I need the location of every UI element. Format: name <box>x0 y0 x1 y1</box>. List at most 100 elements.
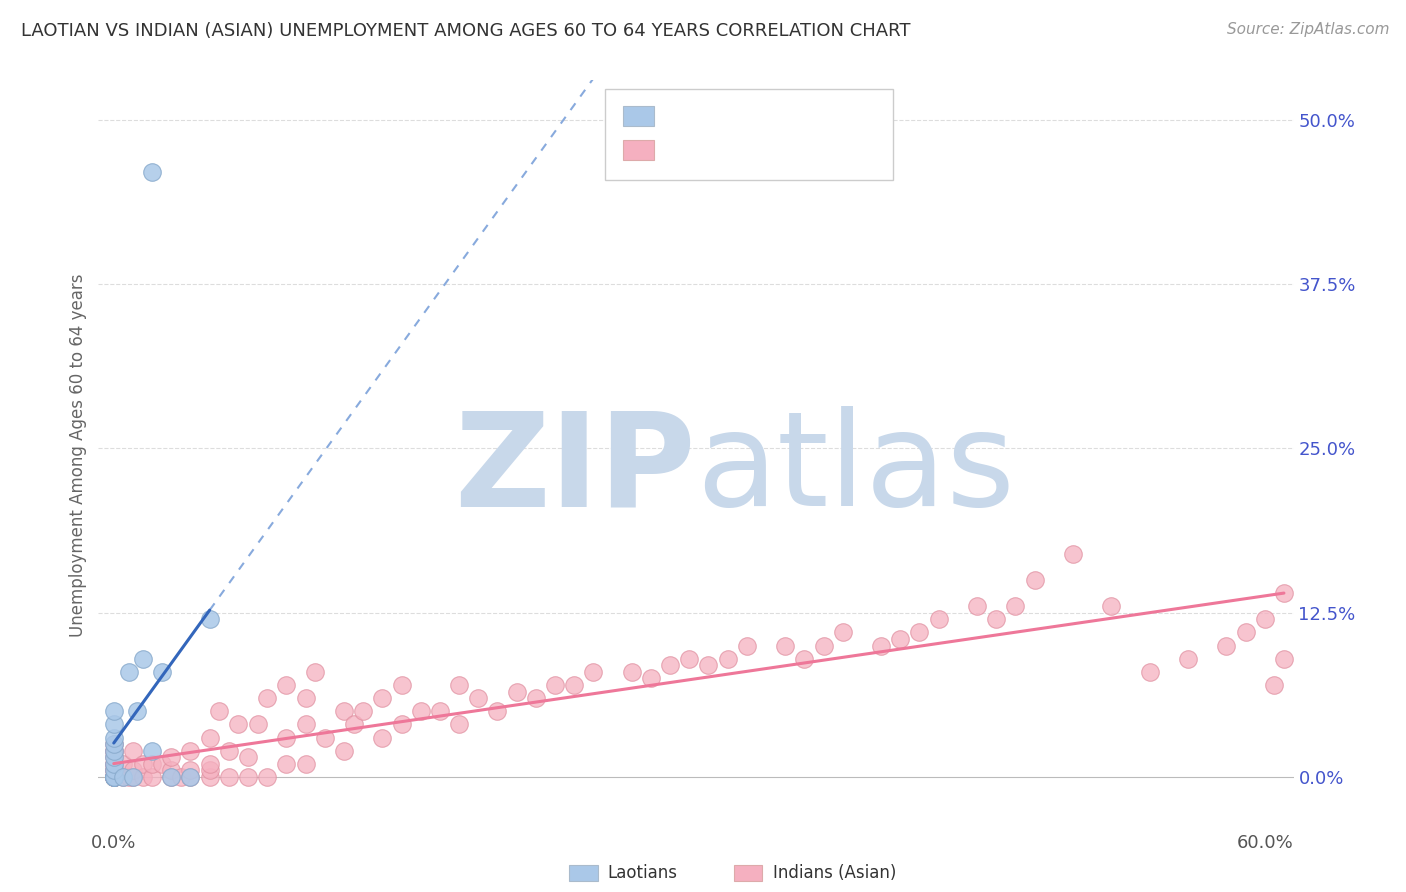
Point <box>371 731 394 745</box>
Text: R =: R = <box>662 107 702 125</box>
Point <box>236 750 259 764</box>
Point <box>198 612 221 626</box>
Point <box>160 764 183 778</box>
Point <box>103 756 125 771</box>
Point <box>131 756 153 771</box>
Point <box>103 770 125 784</box>
Point <box>103 770 125 784</box>
Point <box>103 737 125 751</box>
Point <box>103 717 125 731</box>
Point <box>208 704 231 718</box>
Point <box>1139 665 1161 679</box>
Point <box>131 651 153 665</box>
Point <box>1177 651 1199 665</box>
Point <box>966 599 988 613</box>
Point <box>256 770 278 784</box>
Point <box>179 770 201 784</box>
Point <box>179 764 201 778</box>
Point <box>198 756 221 771</box>
Point <box>1004 599 1026 613</box>
Point <box>160 750 183 764</box>
Text: 24: 24 <box>794 107 820 125</box>
Text: Laotians: Laotians <box>607 864 678 882</box>
Point <box>735 639 758 653</box>
Point <box>179 744 201 758</box>
Point <box>118 665 141 679</box>
Point <box>304 665 326 679</box>
Point <box>103 750 125 764</box>
Point <box>429 704 451 718</box>
Point <box>352 704 374 718</box>
Point <box>1062 547 1084 561</box>
Text: 0.393: 0.393 <box>699 107 755 125</box>
Point <box>294 756 316 771</box>
Point <box>103 770 125 784</box>
Text: ZIP: ZIP <box>454 407 696 533</box>
Point <box>198 770 221 784</box>
Point <box>112 770 135 784</box>
Point <box>409 704 432 718</box>
Point <box>908 625 931 640</box>
Point <box>889 632 911 646</box>
Point <box>276 731 298 745</box>
Point <box>103 770 125 784</box>
Point <box>1272 651 1295 665</box>
Point <box>103 756 125 771</box>
Point <box>122 770 145 784</box>
Text: N =: N = <box>756 141 796 159</box>
Point <box>103 756 125 771</box>
Point <box>449 717 471 731</box>
Point <box>141 165 163 179</box>
Point <box>659 658 682 673</box>
Text: R =: R = <box>662 141 702 159</box>
Point <box>218 770 240 784</box>
Point <box>103 750 125 764</box>
Point <box>118 770 141 784</box>
Point <box>103 770 125 784</box>
Point <box>170 770 193 784</box>
Point <box>103 744 125 758</box>
Text: N =: N = <box>756 107 796 125</box>
Point <box>870 639 893 653</box>
Point <box>928 612 950 626</box>
Point <box>256 691 278 706</box>
Point <box>122 744 145 758</box>
Point <box>640 672 662 686</box>
Text: atlas: atlas <box>696 407 1015 533</box>
Point <box>160 770 183 784</box>
Point <box>198 764 221 778</box>
Point <box>103 731 125 745</box>
Point <box>103 764 125 778</box>
Point <box>103 770 125 784</box>
Point <box>371 691 394 706</box>
Point <box>103 770 125 784</box>
Point <box>342 717 364 731</box>
Point <box>160 770 183 784</box>
Point <box>141 744 163 758</box>
Point <box>122 764 145 778</box>
Point <box>198 731 221 745</box>
Point <box>103 770 125 784</box>
Point <box>218 744 240 758</box>
Text: LAOTIAN VS INDIAN (ASIAN) UNEMPLOYMENT AMONG AGES 60 TO 64 YEARS CORRELATION CHA: LAOTIAN VS INDIAN (ASIAN) UNEMPLOYMENT A… <box>21 22 911 40</box>
Point <box>486 704 509 718</box>
Point <box>125 704 148 718</box>
Point <box>333 744 356 758</box>
Point <box>103 704 125 718</box>
Text: 105: 105 <box>794 141 832 159</box>
Point <box>620 665 643 679</box>
Point <box>391 678 413 692</box>
Point <box>391 717 413 731</box>
Point <box>524 691 547 706</box>
Point <box>1099 599 1122 613</box>
Point <box>294 717 316 731</box>
Point <box>793 651 815 665</box>
Point <box>697 658 720 673</box>
Point <box>1215 639 1237 653</box>
Point <box>544 678 567 692</box>
Point <box>103 770 125 784</box>
Point <box>1234 625 1257 640</box>
Point <box>582 665 605 679</box>
Point <box>467 691 489 706</box>
Point <box>228 717 250 731</box>
